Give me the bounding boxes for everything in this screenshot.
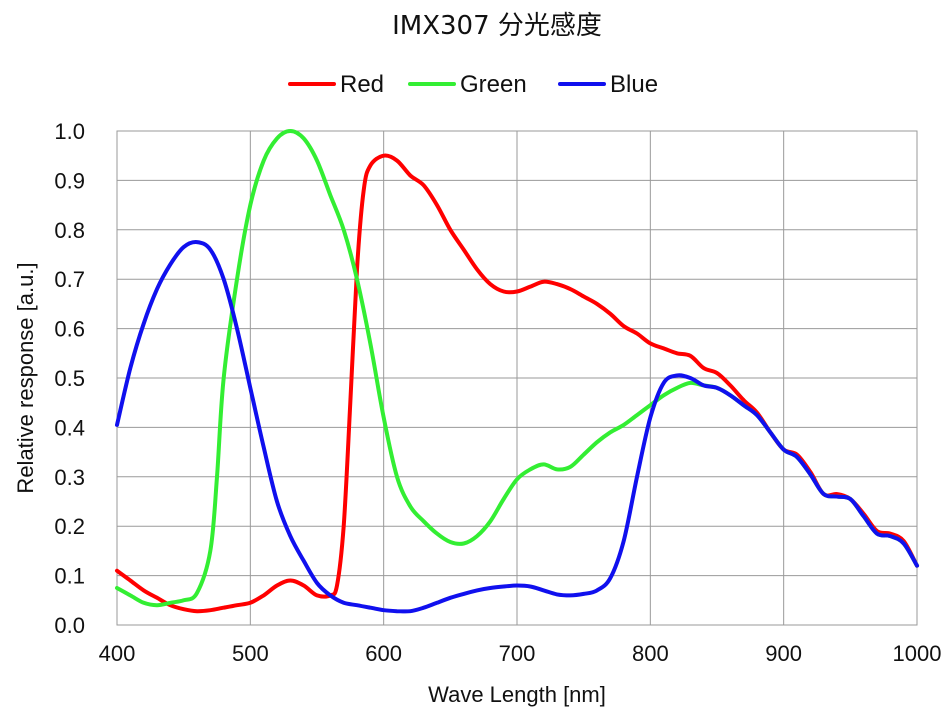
y-tick-label: 0.4 [54,415,85,440]
legend: Red Green Blue [288,71,658,98]
x-tick-label: 800 [632,641,669,666]
series-line-blue [115,240,919,614]
x-tick-label: 900 [765,641,802,666]
plot-frame [116,130,918,626]
grid [116,130,918,626]
x-tick-label: 400 [99,641,136,666]
y-tick-label: 0.3 [54,465,85,490]
x-tick-label: 1000 [893,641,942,666]
y-tick-label: 0.9 [54,168,85,193]
x-tick-label: 500 [232,641,269,666]
legend-label-red: Red [340,71,384,98]
y-axis-ticks: 0.0 0.1 0.2 0.3 0.4 0.5 0.6 0.7 0.8 0.9 1.0 [54,119,85,638]
y-axis-label: Relative response [a.u.] [13,262,38,493]
series-layer [115,129,919,614]
x-tick-label: 600 [365,641,402,666]
x-tick-label: 700 [499,641,536,666]
y-tick-label: 0.6 [54,317,85,342]
x-axis-ticks: 400 500 600 700 800 900 1000 [99,641,942,666]
y-tick-label: 0.0 [54,613,85,638]
y-tick-label: 1.0 [54,119,85,144]
y-tick-label: 0.5 [54,366,85,391]
y-tick-label: 0.1 [54,564,85,589]
x-axis-label: Wave Length [nm] [428,682,606,707]
y-tick-label: 0.8 [54,218,85,243]
legend-label-blue: Blue [610,71,658,98]
y-tick-label: 0.2 [54,514,85,539]
chart-title: IMX307 分光感度 [392,11,602,41]
legend-label-green: Green [460,71,527,98]
y-tick-label: 0.7 [54,267,85,292]
